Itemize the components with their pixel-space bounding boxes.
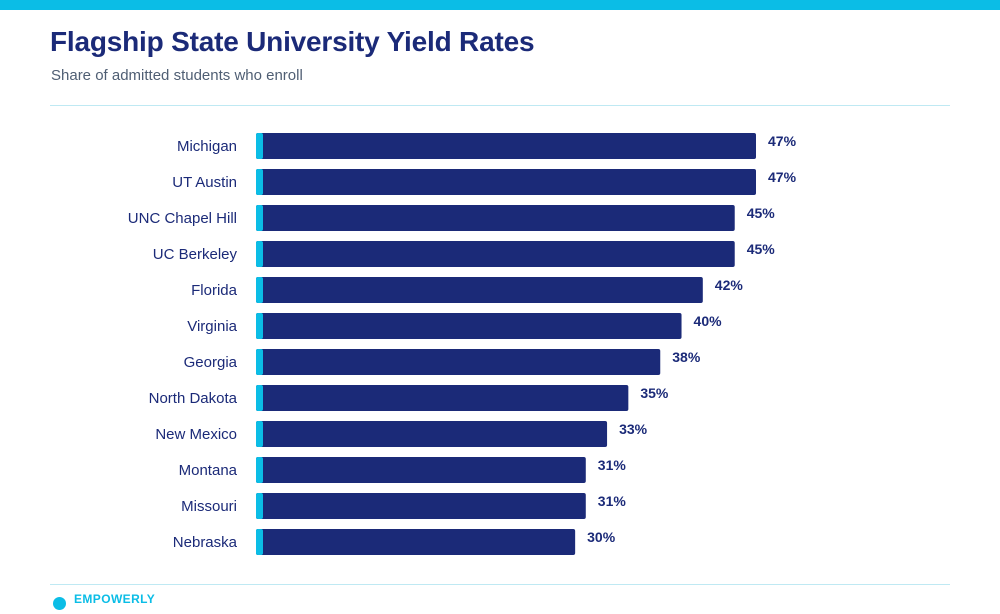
top-divider [50,105,950,106]
bar-group: Florida 42% [191,277,743,303]
bar-group: UT Austin 47% [172,169,797,195]
category-label: UNC Chapel Hill [128,210,237,227]
bar-accent-cap [256,457,263,483]
page-title: Flagship State University Yield Rates [50,26,535,57]
bar-accent-cap [256,493,263,519]
category-label: North Dakota [149,390,238,407]
category-label: UT Austin [172,174,237,191]
page-subtitle: Share of admitted students who enroll [51,67,303,84]
value-label: 45% [747,205,776,221]
category-label: UC Berkeley [153,246,238,263]
bar-group: Georgia 38% [184,349,701,375]
bar [256,385,629,411]
value-label: 47% [768,169,797,185]
bar-group: New Mexico 33% [155,421,648,447]
bar-accent-cap [256,529,263,555]
bar [256,349,661,375]
value-label: 42% [715,277,744,293]
value-label: 30% [587,529,616,545]
category-label: New Mexico [155,426,237,443]
value-label: 38% [672,349,701,365]
bar-accent-cap [256,277,263,303]
bar-group: Michigan 47% [177,133,797,159]
bar [256,313,682,339]
category-label: Florida [191,282,238,299]
bar-group: UC Berkeley 45% [153,241,775,267]
category-label: Montana [179,462,238,479]
category-label: Virginia [187,318,237,335]
category-label: Missouri [181,498,237,515]
bar-group: Montana 31% [179,457,627,483]
bar [256,493,586,519]
value-label: 47% [768,133,797,149]
value-label: 31% [598,457,627,473]
top-accent-band [0,0,1000,10]
value-label: 31% [598,493,627,509]
value-label: 33% [619,421,648,437]
bar [256,529,576,555]
bar-accent-cap [256,133,263,159]
category-label: Georgia [184,354,238,371]
value-label: 45% [747,241,776,257]
value-label: 40% [694,313,723,329]
bar-accent-cap [256,349,263,375]
category-label: Nebraska [173,534,238,551]
bar-accent-cap [256,169,263,195]
bar-group: Nebraska 30% [173,529,616,555]
bar [256,169,756,195]
category-label: Michigan [177,138,237,155]
bar-accent-cap [256,313,263,339]
bar [256,241,735,267]
bar [256,205,735,231]
brand-name: EMPOWERLY [74,592,156,606]
value-label: 35% [640,385,669,401]
bar [256,133,756,159]
bar [256,421,608,447]
bar [256,277,703,303]
bar-group: Missouri 31% [181,493,626,519]
bar-group: UNC Chapel Hill 45% [128,205,775,231]
bar-group: Virginia 40% [187,313,722,339]
bar-accent-cap [256,241,263,267]
bar-accent-cap [256,205,263,231]
footer-brand: EMPOWERLY [53,589,156,610]
bar-accent-cap [256,385,263,411]
circle-dot-icon [53,596,66,610]
bar-accent-cap [256,421,263,447]
bar [256,457,586,483]
bottom-divider [50,584,950,585]
bar-group: North Dakota 35% [149,385,669,411]
